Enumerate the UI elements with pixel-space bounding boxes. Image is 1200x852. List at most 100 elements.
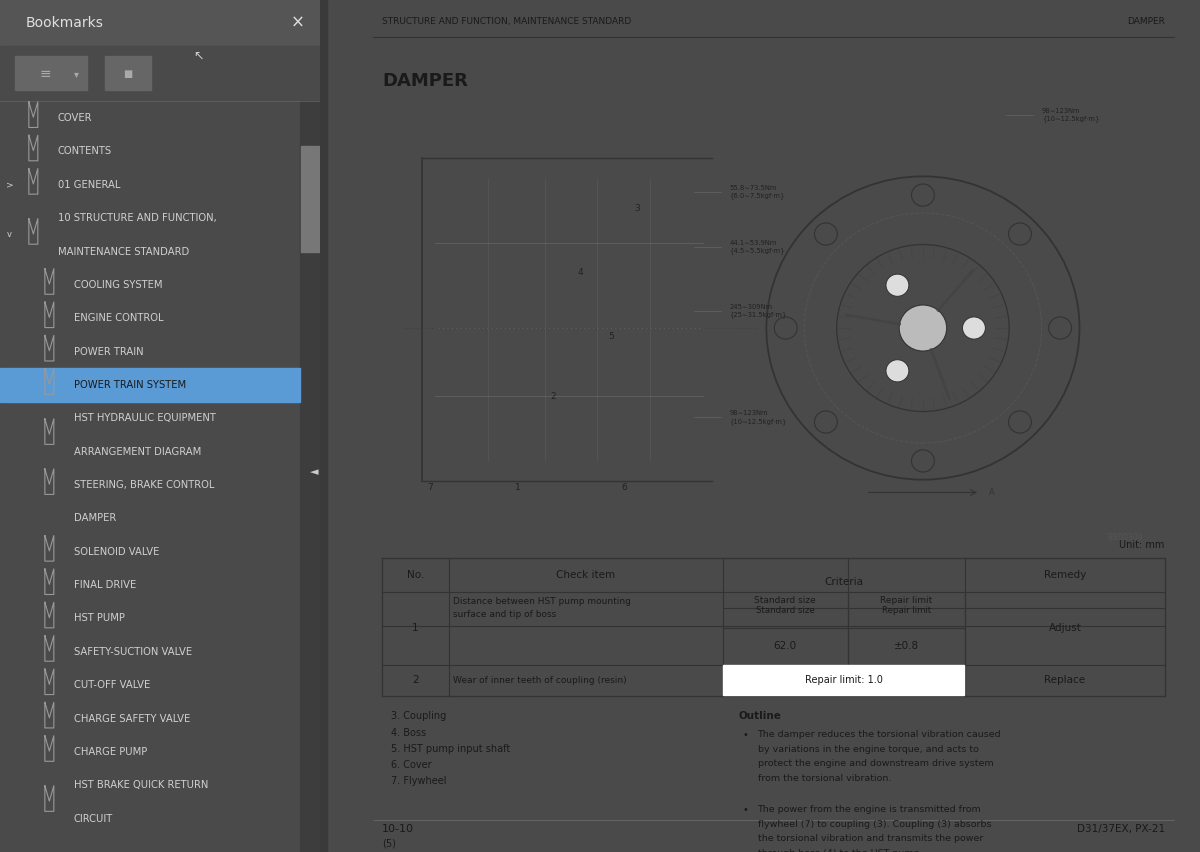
Text: Wear of inner teeth of coupling (resin): Wear of inner teeth of coupling (resin)	[452, 676, 626, 685]
Text: A: A	[989, 488, 995, 497]
Text: STRUCTURE AND FUNCTION, MAINTENANCE STANDARD: STRUCTURE AND FUNCTION, MAINTENANCE STAN…	[382, 16, 631, 26]
Text: STEERING, BRAKE CONTROL: STEERING, BRAKE CONTROL	[73, 480, 214, 490]
Text: 10-10: 10-10	[382, 824, 414, 834]
Bar	[724, 665, 965, 695]
Text: 5: 5	[607, 332, 613, 341]
Text: >: >	[6, 181, 14, 189]
Text: SOLENOID VALVE: SOLENOID VALVE	[73, 547, 160, 556]
Text: DAMPER: DAMPER	[1127, 16, 1165, 26]
Text: (5): (5)	[382, 838, 396, 849]
Text: Repair limit: Repair limit	[882, 606, 931, 615]
Text: MAINTENANCE STANDARD: MAINTENANCE STANDARD	[58, 246, 188, 256]
Text: 44.1∼53.9Nm
{4.5∼5.5kgf·m}: 44.1∼53.9Nm {4.5∼5.5kgf·m}	[730, 240, 785, 254]
Text: Criteria: Criteria	[824, 577, 863, 586]
Text: 01 GENERAL: 01 GENERAL	[58, 180, 120, 190]
Bar	[382, 558, 1165, 696]
Bar	[0, 368, 300, 401]
Text: POWER TRAIN: POWER TRAIN	[73, 347, 143, 357]
Text: surface and tip of boss: surface and tip of boss	[452, 610, 556, 619]
Text: 3. Coupling: 3. Coupling	[391, 711, 446, 722]
Text: DAMPER: DAMPER	[382, 72, 468, 90]
Text: ■: ■	[124, 69, 133, 78]
Text: 3: 3	[634, 204, 640, 213]
Text: POWER TRAIN SYSTEM: POWER TRAIN SYSTEM	[73, 380, 186, 390]
Text: SAFETY-SUCTION VALVE: SAFETY-SUCTION VALVE	[73, 647, 192, 657]
Text: v: v	[6, 230, 12, 239]
Text: ENGINE CONTROL: ENGINE CONTROL	[73, 314, 163, 323]
Bar	[300, 101, 320, 852]
Text: 4: 4	[577, 268, 583, 277]
Text: ±0.8: ±0.8	[894, 642, 919, 652]
Text: 62.0: 62.0	[774, 642, 797, 652]
Text: CHARGE SAFETY VALVE: CHARGE SAFETY VALVE	[73, 714, 190, 723]
FancyBboxPatch shape	[16, 56, 88, 90]
Text: Distance between HST pump mounting: Distance between HST pump mounting	[452, 597, 631, 607]
Circle shape	[886, 274, 908, 296]
Text: Bookmarks: Bookmarks	[25, 16, 103, 30]
Text: Remedy: Remedy	[1044, 570, 1086, 580]
Text: Standard size: Standard size	[756, 606, 815, 615]
Text: flywheel (7) to coupling (3). Coupling (3) absorbs: flywheel (7) to coupling (3). Coupling (…	[757, 820, 991, 829]
Text: HST HYDRAULIC EQUIPMENT: HST HYDRAULIC EQUIPMENT	[73, 413, 216, 423]
Text: 6. Cover: 6. Cover	[391, 760, 431, 770]
Text: 7: 7	[427, 483, 433, 492]
Text: from the torsional vibration.: from the torsional vibration.	[757, 774, 890, 783]
Text: D31/37EX, PX-21: D31/37EX, PX-21	[1076, 824, 1165, 834]
Text: DAMPER: DAMPER	[73, 514, 116, 523]
Text: Standard size: Standard size	[755, 596, 816, 605]
Text: ×: ×	[292, 14, 305, 32]
Text: CONTENTS: CONTENTS	[58, 147, 112, 157]
Text: COVER: COVER	[58, 113, 92, 123]
Text: 55.8∼73.5Nm
{6.0∼7.5kgf·m}: 55.8∼73.5Nm {6.0∼7.5kgf·m}	[730, 185, 785, 199]
Text: 9JB00309: 9JB00309	[1106, 532, 1142, 542]
Text: •: •	[743, 730, 749, 740]
Text: Repair limit: 1.0: Repair limit: 1.0	[805, 676, 883, 685]
Circle shape	[962, 317, 985, 339]
Text: protect the engine and downstream drive system: protect the engine and downstream drive …	[757, 759, 994, 769]
Text: HST PUMP: HST PUMP	[73, 613, 125, 624]
Text: 7. Flywheel: 7. Flywheel	[391, 776, 446, 786]
Text: ▾: ▾	[74, 69, 79, 78]
Text: COOLING SYSTEM: COOLING SYSTEM	[73, 279, 162, 290]
Text: The power from the engine is transmitted from: The power from the engine is transmitted…	[757, 805, 982, 815]
Text: 4. Boss: 4. Boss	[391, 728, 426, 738]
Text: 1: 1	[412, 624, 419, 633]
Text: 6: 6	[620, 483, 626, 492]
Text: 10 STRUCTURE AND FUNCTION,: 10 STRUCTURE AND FUNCTION,	[58, 213, 216, 223]
Text: •: •	[743, 805, 749, 815]
Text: HST BRAKE QUICK RETURN: HST BRAKE QUICK RETURN	[73, 780, 208, 791]
Text: 98∼123Nm
{10∼12.5kgf·m}: 98∼123Nm {10∼12.5kgf·m}	[730, 411, 787, 424]
FancyBboxPatch shape	[106, 56, 151, 90]
Text: No.: No.	[407, 570, 424, 580]
Text: ARRANGEMENT DIAGRAM: ARRANGEMENT DIAGRAM	[73, 446, 200, 457]
Circle shape	[886, 360, 908, 382]
Text: 5. HST pump input shaft: 5. HST pump input shaft	[391, 744, 510, 754]
Text: 1: 1	[516, 483, 521, 492]
Bar	[301, 147, 319, 251]
Text: Check item: Check item	[556, 570, 616, 580]
Bar	[320, 0, 326, 852]
Bar	[0, 46, 320, 101]
Text: The damper reduces the torsional vibration caused: The damper reduces the torsional vibrati…	[757, 730, 1001, 740]
Text: ↖: ↖	[193, 50, 204, 63]
Text: CHARGE PUMP: CHARGE PUMP	[73, 747, 146, 757]
Text: ≡: ≡	[40, 66, 50, 81]
Circle shape	[899, 305, 947, 351]
Text: 245∼309Nm
{25∼31.5kgf·m}: 245∼309Nm {25∼31.5kgf·m}	[730, 304, 787, 318]
Text: 2: 2	[412, 676, 419, 685]
Text: 2: 2	[551, 392, 557, 400]
Text: 98∼123Nm
{10∼12.5kgf·m}: 98∼123Nm {10∼12.5kgf·m}	[1042, 108, 1099, 122]
Text: by variations in the engine torque, and acts to: by variations in the engine torque, and …	[757, 745, 978, 754]
Text: the torsional vibration and transmits the power: the torsional vibration and transmits th…	[757, 834, 983, 843]
Text: ◄: ◄	[310, 467, 319, 477]
Text: Repair limit: Repair limit	[881, 596, 932, 605]
Text: through boss (4) to the HST pump.: through boss (4) to the HST pump.	[757, 849, 922, 852]
Text: FINAL DRIVE: FINAL DRIVE	[73, 580, 136, 590]
Text: CIRCUIT: CIRCUIT	[73, 814, 113, 824]
Text: Adjust: Adjust	[1049, 624, 1081, 633]
Text: Outline: Outline	[738, 711, 781, 722]
Text: Unit: mm: Unit: mm	[1120, 539, 1165, 550]
Text: Replace: Replace	[1044, 676, 1086, 685]
Text: CUT-OFF VALVE: CUT-OFF VALVE	[73, 680, 150, 690]
Bar	[0, 0, 320, 46]
